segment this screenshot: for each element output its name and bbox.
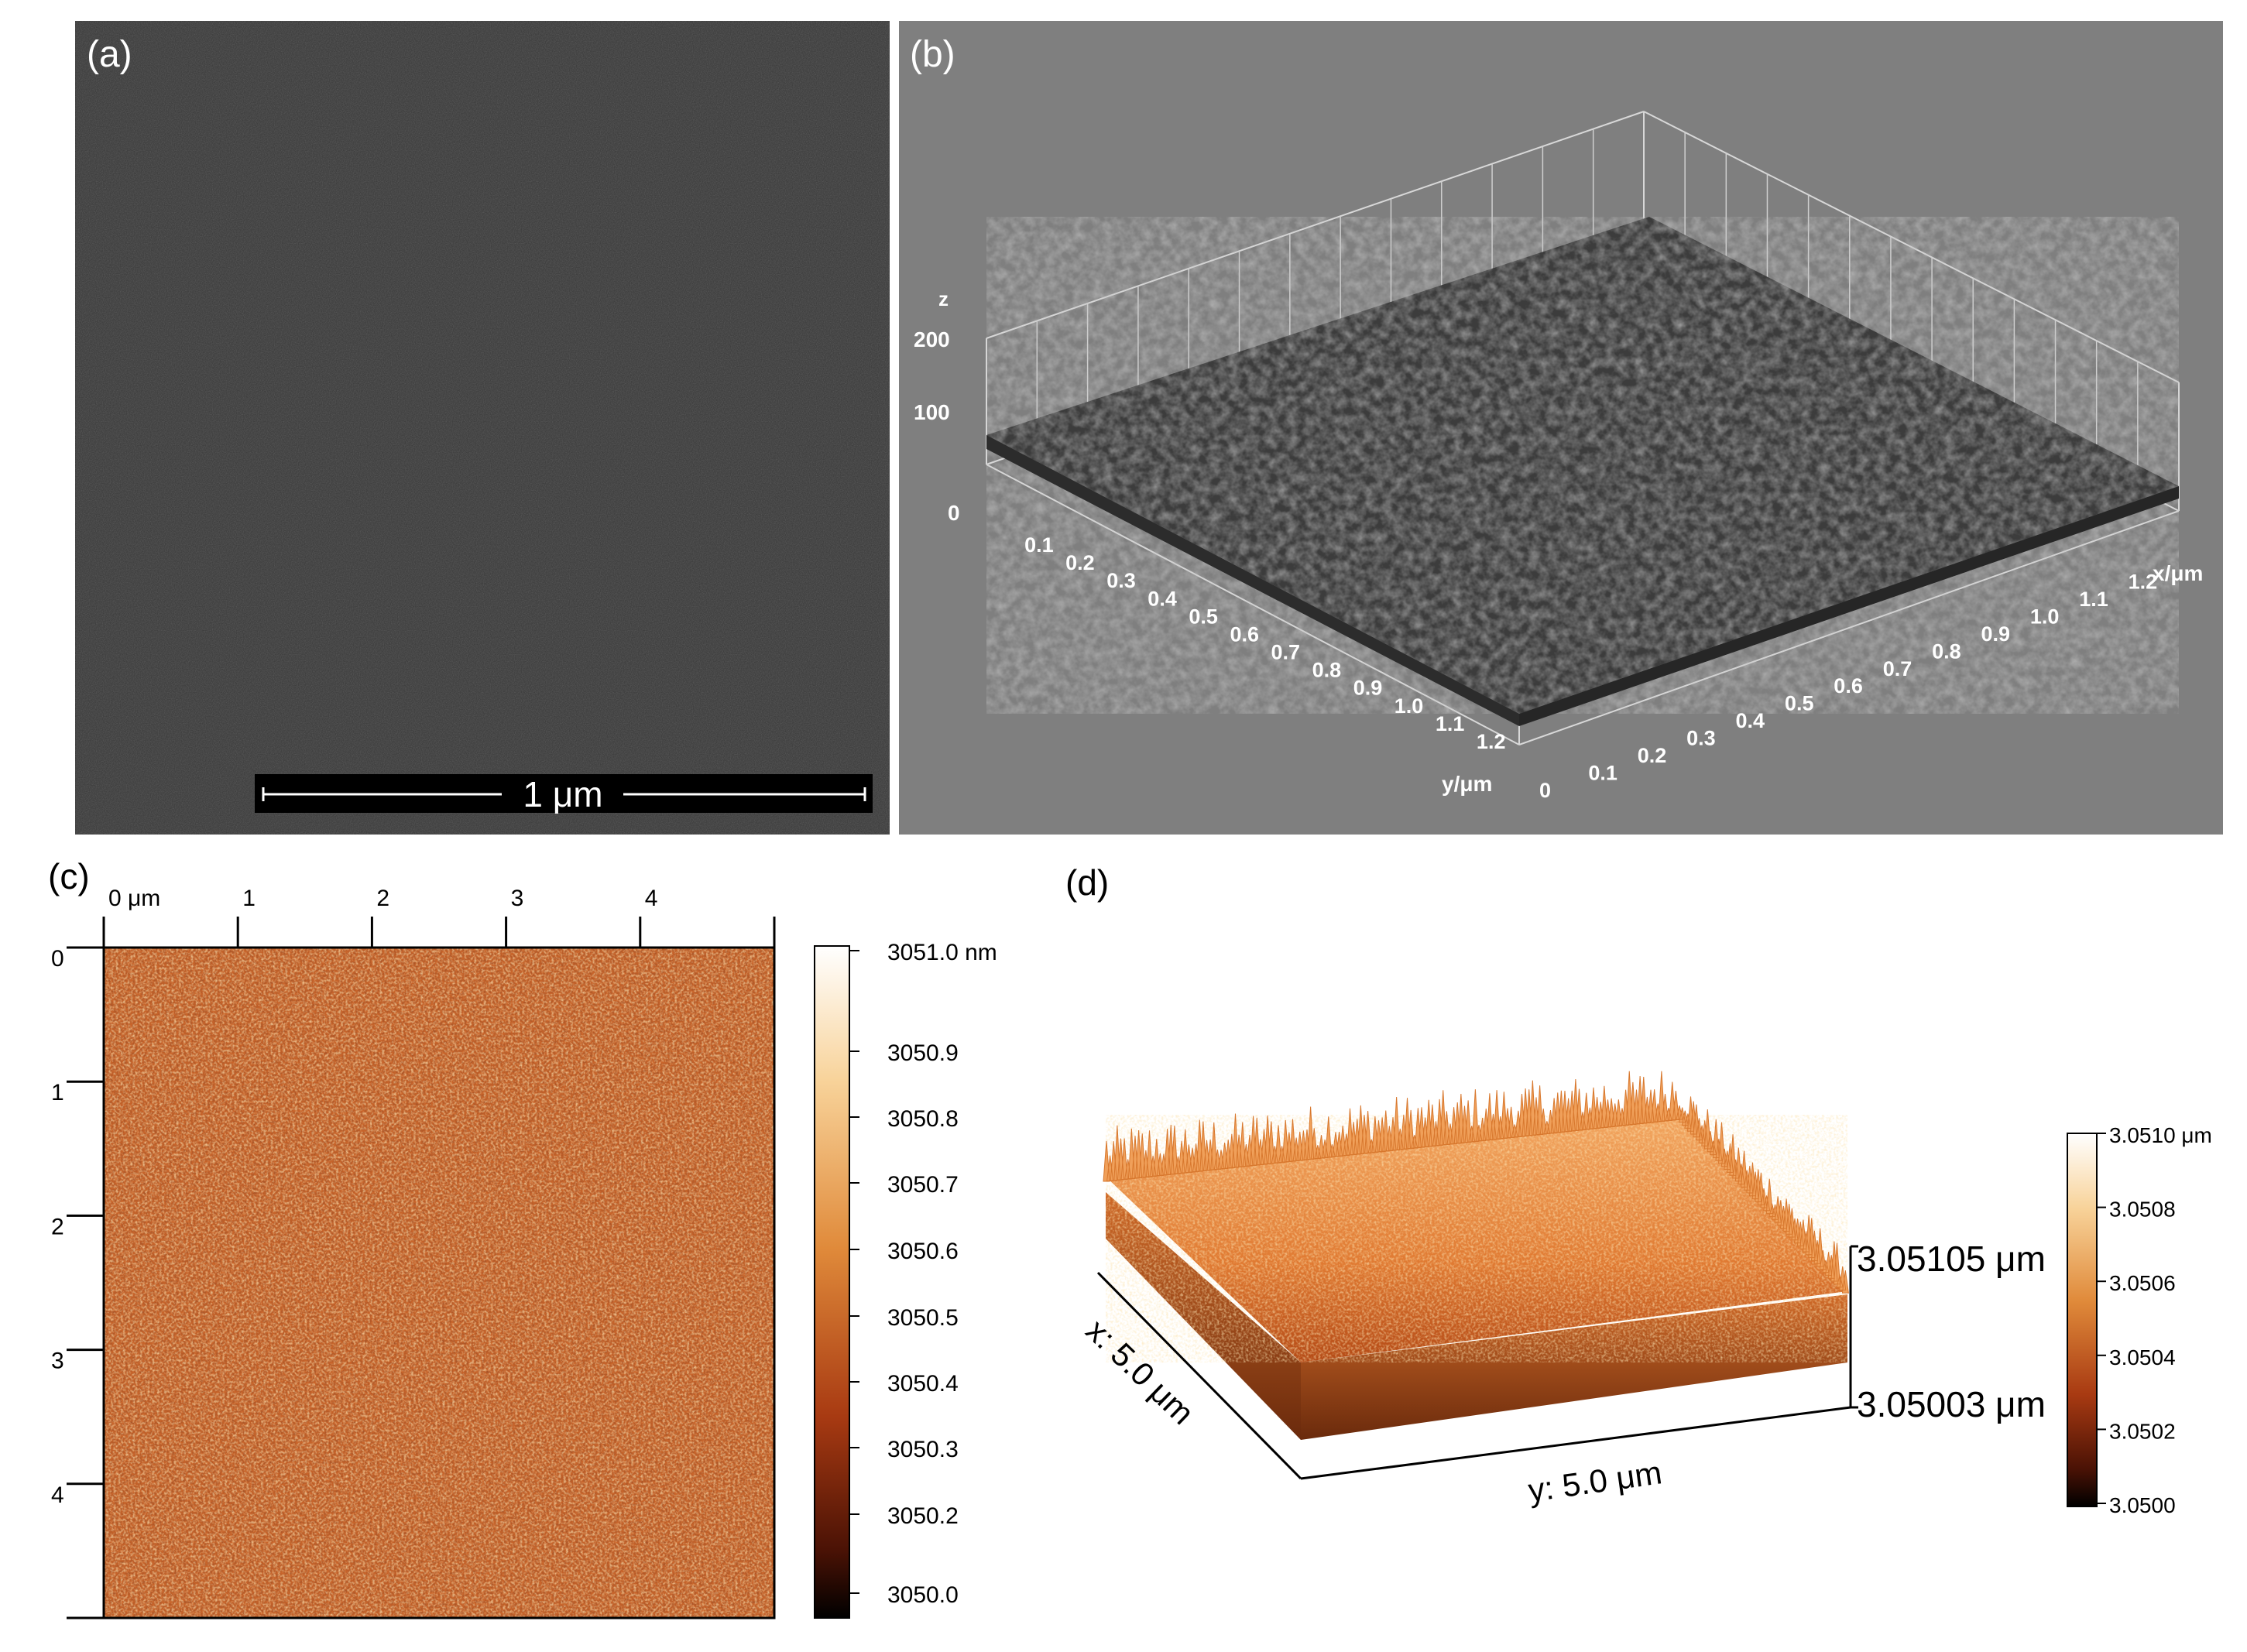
y-tick-label: 0.1 bbox=[1024, 533, 1054, 557]
panel-b-label: (b) bbox=[910, 34, 955, 75]
x-tick-label: 1.1 bbox=[2079, 588, 2108, 611]
x-tick-label: 0.3 bbox=[1686, 727, 1716, 750]
x-tick-label: 0 bbox=[1539, 779, 1551, 802]
left-axis-ticks: 0 1 2 3 4 bbox=[51, 946, 104, 1619]
panel-c-label: (c) bbox=[48, 856, 90, 896]
x-axis-ticks: 0 0.1 0.2 0.3 0.4 0.5 0.6 0.7 0.8 0.9 1.0 1.1 1.2 bbox=[1539, 570, 2157, 802]
z-axis-label: z bbox=[938, 287, 949, 310]
afm-3d-side-left bbox=[1106, 1192, 1301, 1440]
x-tick-label: 0.1 bbox=[1588, 762, 1617, 785]
x-tick-label: 1.0 bbox=[2030, 605, 2060, 628]
surface-top-texture bbox=[986, 217, 2179, 714]
y-axis-line-d bbox=[1300, 1406, 1851, 1480]
colorbar-d-tick-label: 3.0502 bbox=[2109, 1419, 2176, 1443]
colorbar-d-tick-label: 3.0510 μm bbox=[2109, 1123, 2212, 1147]
y-tick-label: 0.4 bbox=[1148, 587, 1177, 610]
colorbar-c-tick-label: 3050.0 bbox=[887, 1582, 959, 1608]
afm-3d-side-front bbox=[1301, 1294, 1847, 1440]
panel-a-label: (a) bbox=[87, 34, 132, 75]
y-tick-label: 1.1 bbox=[1436, 712, 1465, 735]
afm-3d-surface-texture bbox=[1106, 1115, 1847, 1362]
x-tick-label: 1.2 bbox=[2129, 570, 2158, 593]
colorbar-c-tick-label: 3050.4 bbox=[887, 1371, 959, 1397]
left-tick-label: 2 bbox=[51, 1214, 64, 1239]
x-tick-label: 0.8 bbox=[1932, 639, 1961, 663]
top-axis-ticks: 0 μm 1 2 3 4 bbox=[102, 886, 776, 948]
afm-3d-surface-spikes bbox=[1103, 1071, 1849, 1294]
colorbar-c-tick-label: 3050.3 bbox=[887, 1437, 959, 1462]
colorbar-c-tick-label: 3050.7 bbox=[887, 1172, 959, 1198]
y-tick-label: 0.6 bbox=[1230, 622, 1259, 646]
x-tick-label: 0.9 bbox=[1981, 622, 2010, 646]
colorbar-d-ticks: 3.0510 μm 3.0508 3.0506 3.0504 3.0502 3.0500 bbox=[2097, 1123, 2212, 1517]
y-tick-label: 0.8 bbox=[1312, 659, 1342, 682]
y-tick-label: 0.2 bbox=[1065, 551, 1095, 574]
top-tick-label: 3 bbox=[511, 886, 524, 911]
x-axis-line-d bbox=[1096, 1271, 1302, 1480]
x-axis-label: x/μm bbox=[2153, 561, 2203, 585]
colorbar-c-tick-label: 3051.0 nm bbox=[887, 940, 997, 965]
colorbar-c-tick-label: 3050.8 bbox=[887, 1106, 959, 1132]
panel-d-label: (d) bbox=[1065, 862, 1109, 903]
colorbar-c bbox=[814, 945, 850, 1619]
z-tick-0: 0 bbox=[948, 501, 960, 525]
colorbar-c-tick-label: 3050.6 bbox=[887, 1239, 959, 1264]
x-tick-label: 0.7 bbox=[1883, 657, 1913, 680]
panel-d: (d) 3.05105 μm 3.05003 μm x: 5.0 μm y: 5… bbox=[1065, 862, 2212, 1517]
z-tick-200: 200 bbox=[914, 327, 950, 351]
y-tick-label: 0.7 bbox=[1271, 641, 1301, 664]
top-tick-label: 4 bbox=[645, 886, 658, 911]
colorbar-c-tick-label: 3050.9 bbox=[887, 1040, 959, 1066]
panel-c: (c) 0 μm 1 2 3 4 0 1 2 3 4 3051.0 nm 3050.9 3050.8… bbox=[48, 856, 997, 1619]
y-axis-label-d: y: 5.0 μm bbox=[1526, 1454, 1664, 1509]
top-tick-label: 2 bbox=[376, 886, 389, 911]
colorbar-d-tick-label: 3.0508 bbox=[2109, 1198, 2176, 1222]
panel-b: (b) z 200 100 0 0.1 0.2 0.3 0.4 0.5 0.6 0.7 0.8… bbox=[899, 21, 2223, 835]
left-tick-label: 3 bbox=[51, 1349, 64, 1374]
x-tick-label: 0.2 bbox=[1638, 744, 1667, 767]
sem-image-noise bbox=[75, 21, 890, 835]
y-tick-label: 0.3 bbox=[1106, 569, 1136, 592]
colorbar-c-tick-label: 3050.2 bbox=[887, 1503, 959, 1529]
x-tick-label: 0.4 bbox=[1736, 709, 1765, 732]
colorbar-d-tick-label: 3.0500 bbox=[2109, 1493, 2176, 1517]
surface-front-right bbox=[1519, 486, 2179, 726]
colorbar-d-tick-label: 3.0504 bbox=[2109, 1345, 2176, 1369]
colorbar-c-ticks: 3051.0 nm 3050.9 3050.8 3050.7 3050.6 3050.5 3… bbox=[849, 940, 997, 1608]
y-tick-label: 1.0 bbox=[1395, 694, 1424, 718]
y-axis-ticks: 0.1 0.2 0.3 0.4 0.5 0.6 0.7 0.8 0.9 1.0 1.1 1.2 bbox=[1024, 533, 1505, 753]
left-tick-label: 1 bbox=[51, 1080, 64, 1105]
z-top-value: 3.05105 μm bbox=[1857, 1239, 2046, 1279]
panel-a: (a) 1 μm bbox=[75, 21, 890, 835]
y-tick-label: 1.2 bbox=[1477, 730, 1506, 753]
top-tick-label: 1 bbox=[242, 886, 256, 911]
left-tick-label: 4 bbox=[51, 1482, 64, 1508]
afm-map-light-speckle bbox=[104, 948, 774, 1618]
x-tick-label: 0.5 bbox=[1785, 692, 1814, 715]
colorbar-c-tick-label: 3050.5 bbox=[887, 1305, 959, 1331]
surface-front-left bbox=[986, 435, 1519, 726]
top-tick-label: 0 μm bbox=[108, 886, 160, 911]
z-bottom-value: 3.05003 μm bbox=[1857, 1384, 2046, 1424]
colorbar-d bbox=[2067, 1133, 2098, 1507]
x-axis-label-d: x: 5.0 μm bbox=[1079, 1312, 1202, 1431]
y-tick-label: 0.9 bbox=[1353, 677, 1383, 700]
left-tick-label: 0 bbox=[51, 946, 64, 972]
colorbar-d-tick-label: 3.0506 bbox=[2109, 1271, 2176, 1295]
z-tick-100: 100 bbox=[914, 400, 950, 424]
scalebar-label: 1 μm bbox=[523, 774, 602, 814]
x-tick-label: 0.6 bbox=[1834, 674, 1863, 697]
y-tick-label: 0.5 bbox=[1189, 605, 1218, 628]
y-axis-label: y/μm bbox=[1442, 772, 1492, 796]
